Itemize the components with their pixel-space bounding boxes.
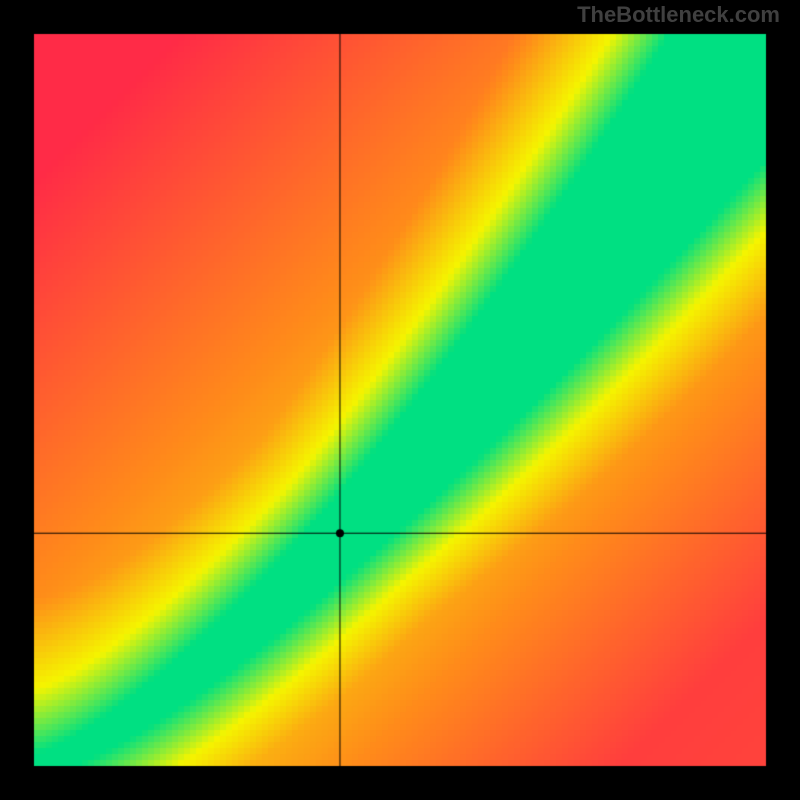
heatmap-canvas [0, 0, 800, 800]
watermark: TheBottleneck.com [577, 2, 780, 28]
chart-container: TheBottleneck.com [0, 0, 800, 800]
